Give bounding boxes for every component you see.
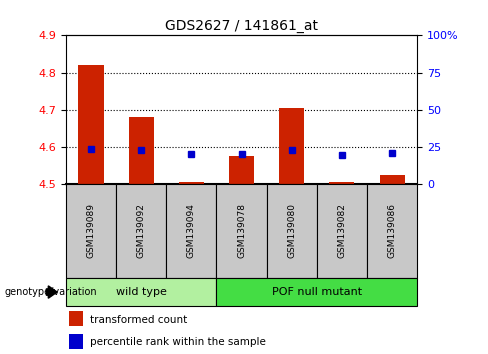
Text: POF null mutant: POF null mutant (272, 287, 362, 297)
Bar (229, 156, 254, 184)
FancyBboxPatch shape (317, 184, 367, 278)
FancyBboxPatch shape (266, 184, 317, 278)
Text: GSM139078: GSM139078 (237, 204, 246, 258)
Text: GSM139092: GSM139092 (137, 204, 146, 258)
Text: GSM139094: GSM139094 (187, 204, 196, 258)
Text: GSM139082: GSM139082 (337, 204, 346, 258)
Bar (129, 117, 154, 184)
FancyBboxPatch shape (66, 278, 217, 306)
FancyBboxPatch shape (116, 184, 166, 278)
Bar (69, 334, 83, 349)
FancyBboxPatch shape (66, 184, 116, 278)
Text: GSM139080: GSM139080 (287, 204, 296, 258)
FancyBboxPatch shape (367, 184, 417, 278)
Bar (79, 65, 103, 184)
Bar (179, 182, 204, 184)
Text: wild type: wild type (116, 287, 166, 297)
FancyBboxPatch shape (217, 278, 417, 306)
Text: percentile rank within the sample: percentile rank within the sample (90, 337, 266, 347)
Text: GSM139089: GSM139089 (86, 204, 96, 258)
FancyBboxPatch shape (217, 184, 266, 278)
Bar (329, 182, 354, 184)
Text: GSM139086: GSM139086 (387, 204, 397, 258)
Bar (279, 108, 305, 184)
Title: GDS2627 / 141861_at: GDS2627 / 141861_at (165, 19, 318, 33)
Text: genotype/variation: genotype/variation (5, 287, 98, 297)
Bar (69, 311, 83, 326)
Text: transformed count: transformed count (90, 315, 188, 325)
Bar (380, 175, 405, 184)
FancyBboxPatch shape (166, 184, 217, 278)
